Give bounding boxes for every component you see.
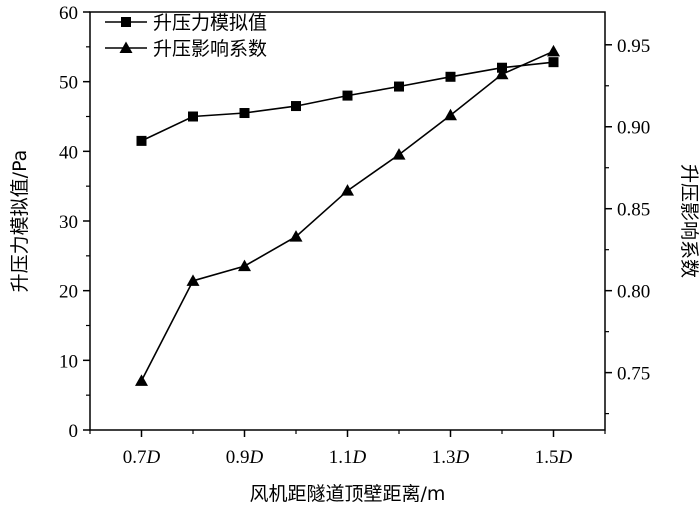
data-point-square <box>342 90 353 101</box>
y-axis-left-title: 升压力模拟值/Pa <box>9 150 31 293</box>
data-point-square <box>136 135 147 146</box>
y-right-tick-label: 0.80 <box>617 282 650 303</box>
data-point-square <box>239 108 250 119</box>
data-point-triangle <box>289 230 303 242</box>
y-right-tick-label: 0.95 <box>617 36 650 57</box>
y-right-tick-label: 0.85 <box>617 200 650 221</box>
y-left-tick-label: 20 <box>59 282 78 303</box>
axes-group: 0.7D 0.9D 1.1D 1.3D 1.5D 0 10 20 30 40 50 60 0.75 0.8… <box>59 3 650 468</box>
y-left-tick-label: 50 <box>59 73 78 94</box>
x-tick-label: 1.3D <box>432 447 470 468</box>
y-right-tick-label: 0.90 <box>617 118 650 139</box>
legend-label-series-2: 升压影响系数 <box>153 38 267 60</box>
y-axis-right-title: 升压影响系数 <box>678 164 700 278</box>
data-point-triangle <box>135 374 148 386</box>
data-point-triangle <box>341 184 354 196</box>
x-tick-label: 0.7D <box>123 447 161 468</box>
data-point-square <box>291 101 301 112</box>
data-point-square <box>497 62 507 73</box>
x-tick-label: 0.9D <box>226 447 264 468</box>
x-axis-title: 风机距隧道顶壁距离/m <box>250 483 446 505</box>
data-point-square <box>445 71 456 82</box>
data-point-triangle <box>186 274 200 286</box>
series-line-1 <box>141 61 554 142</box>
data-point-triangle <box>444 108 457 121</box>
series-line-2 <box>140 50 554 382</box>
y-left-tick-label: 30 <box>59 212 78 233</box>
x-tick-label: 1.5D <box>535 447 573 468</box>
data-point-square <box>188 111 198 122</box>
legend-square-marker <box>121 17 131 27</box>
legend: 升压力模拟值 升压影响系数 <box>105 12 267 60</box>
y-left-tick-label: 10 <box>59 351 78 372</box>
data-point-triangle <box>495 67 509 80</box>
legend-label-series-1: 升压力模拟值 <box>153 12 267 34</box>
data-point-triangle <box>392 148 406 160</box>
y-left-tick-label: 60 <box>59 3 78 24</box>
x-tick-label: 1.1D <box>329 447 367 468</box>
data-point-square <box>548 57 559 68</box>
y-left-tick-label: 0 <box>69 421 79 442</box>
data-point-triangle <box>547 44 560 57</box>
series-group <box>135 44 560 386</box>
plot-frame <box>89 11 606 431</box>
legend-triangle-marker <box>119 41 133 53</box>
y-right-tick-label: 0.75 <box>617 364 650 385</box>
data-point-triangle <box>238 259 251 272</box>
data-point-square <box>394 81 404 92</box>
y-left-tick-label: 40 <box>59 142 78 163</box>
